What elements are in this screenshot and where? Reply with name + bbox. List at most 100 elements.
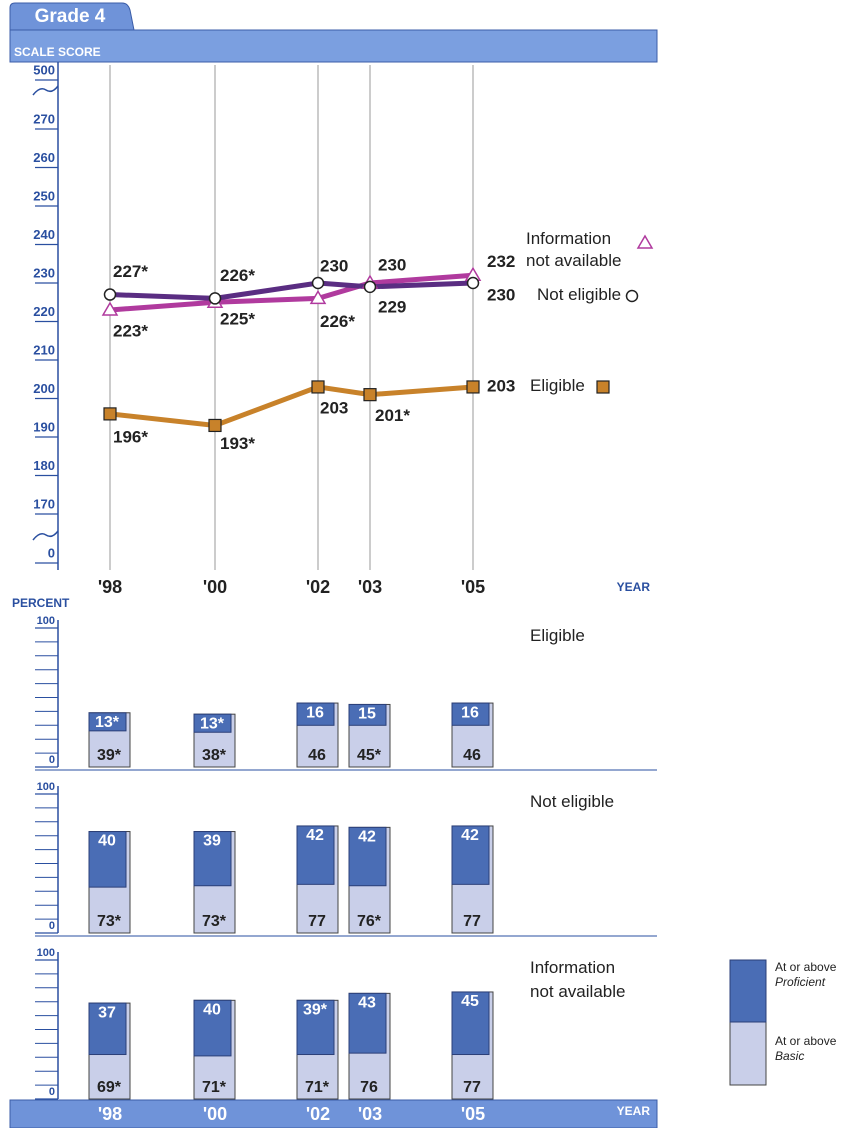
data-label: 77	[308, 913, 326, 930]
data-label: 40	[203, 1002, 221, 1019]
legend-swatch	[729, 959, 767, 1023]
marker	[103, 407, 117, 421]
header-bar	[9, 29, 658, 63]
proficient-bar	[88, 831, 127, 888]
marker	[208, 292, 222, 305]
data-label: 45	[461, 993, 479, 1010]
series-line	[109, 384, 474, 429]
data-label: 15	[358, 706, 376, 723]
data-label: 40	[98, 833, 116, 850]
data-label: 42	[306, 827, 324, 844]
proficient-bar	[451, 991, 490, 1056]
y-tick-label: 100	[37, 615, 55, 627]
data-label: 16	[306, 704, 324, 721]
data-label: 230	[320, 256, 348, 275]
y-tick-label: 0	[49, 920, 55, 932]
x-tick-label: '98	[98, 577, 122, 597]
legend-label: At or above	[775, 960, 837, 974]
x-tick-label: '00	[203, 577, 227, 597]
data-label: 201*	[375, 406, 410, 425]
data-label: 46	[308, 747, 326, 764]
x-axis-title: YEAR	[617, 1104, 651, 1118]
proficient-bar	[348, 826, 387, 887]
y-tick-label: 250	[33, 188, 55, 203]
proficient-bar	[193, 831, 232, 887]
x-axis-title: YEAR	[617, 580, 651, 594]
marker	[208, 418, 222, 433]
panel-title: Not eligible	[530, 792, 615, 811]
y-tick-label: 210	[33, 342, 55, 357]
legend-label: Basic	[775, 1049, 804, 1063]
data-label: 196*	[113, 427, 148, 446]
data-label: 42	[461, 827, 479, 844]
marker	[596, 380, 610, 394]
legend-label: Eligible	[530, 376, 585, 395]
y-tick-label: 260	[33, 150, 55, 165]
y-tick-label: 0	[48, 545, 55, 560]
legend-label: Information not available	[526, 229, 622, 270]
data-label: 226*	[320, 312, 355, 331]
x-tick-label: '02	[306, 1104, 330, 1124]
data-label: 203	[487, 376, 515, 395]
data-label: 232	[487, 252, 515, 271]
legend-label: At or above	[775, 1034, 837, 1048]
data-label: 73*	[97, 913, 122, 930]
data-label: 37	[98, 1004, 116, 1021]
y-tick-label: 240	[33, 227, 55, 242]
grade-tab-label: Grade 4	[35, 6, 106, 27]
data-label: 73*	[202, 913, 227, 930]
proficient-bar	[88, 712, 127, 732]
x-tick-label: '02	[306, 577, 330, 597]
data-label: 71*	[305, 1079, 330, 1096]
proficient-bar	[348, 992, 387, 1054]
data-label: 76	[360, 1079, 378, 1096]
proficient-bar	[296, 825, 335, 885]
legend-label: Proficient	[775, 975, 826, 989]
panel-title: Eligible	[530, 626, 585, 645]
proficient-bar	[296, 702, 335, 726]
y-tick-label: 0	[49, 1086, 55, 1098]
y-tick-label: 190	[33, 419, 55, 434]
legend-label: Not eligible	[537, 285, 622, 304]
y-tick-label: 220	[33, 304, 55, 319]
data-label: 43	[358, 995, 376, 1012]
data-label: 223*	[113, 321, 148, 340]
y-tick-label: 180	[33, 458, 55, 473]
x-tick-label: '00	[203, 1104, 227, 1124]
y-tick-label: 100	[37, 781, 55, 793]
y-tick-label: 100	[37, 947, 55, 959]
series-line	[109, 272, 474, 313]
data-label: 42	[358, 829, 376, 846]
data-label: 226*	[220, 266, 255, 285]
data-label: 203	[320, 398, 348, 417]
footer-bar	[9, 1099, 658, 1128]
proficient-bar	[193, 713, 232, 733]
proficient-bar	[451, 825, 490, 885]
proficient-bar	[348, 703, 387, 726]
marker	[636, 234, 654, 249]
data-label: 77	[463, 1079, 481, 1096]
marker	[363, 280, 377, 294]
x-tick-label: '03	[358, 1104, 382, 1124]
marker	[309, 289, 327, 305]
data-label: 13*	[95, 714, 120, 731]
x-tick-label: '05	[461, 577, 485, 597]
data-label: 69*	[97, 1079, 122, 1096]
tab	[9, 2, 135, 31]
data-label: 229	[378, 297, 406, 316]
x-tick-label: '98	[98, 1104, 122, 1124]
y-tick-label: 0	[49, 754, 55, 766]
data-label: 230	[378, 255, 406, 274]
data-label: 227*	[113, 262, 148, 281]
data-label: 39	[203, 833, 221, 850]
data-label: 16	[461, 704, 479, 721]
data-label: 71*	[202, 1079, 227, 1096]
data-label: 39*	[303, 1002, 328, 1019]
data-label: 225*	[220, 310, 255, 329]
data-label: 77	[463, 913, 481, 930]
marker	[101, 301, 119, 316]
axis-break	[32, 530, 59, 541]
marker	[466, 276, 480, 290]
